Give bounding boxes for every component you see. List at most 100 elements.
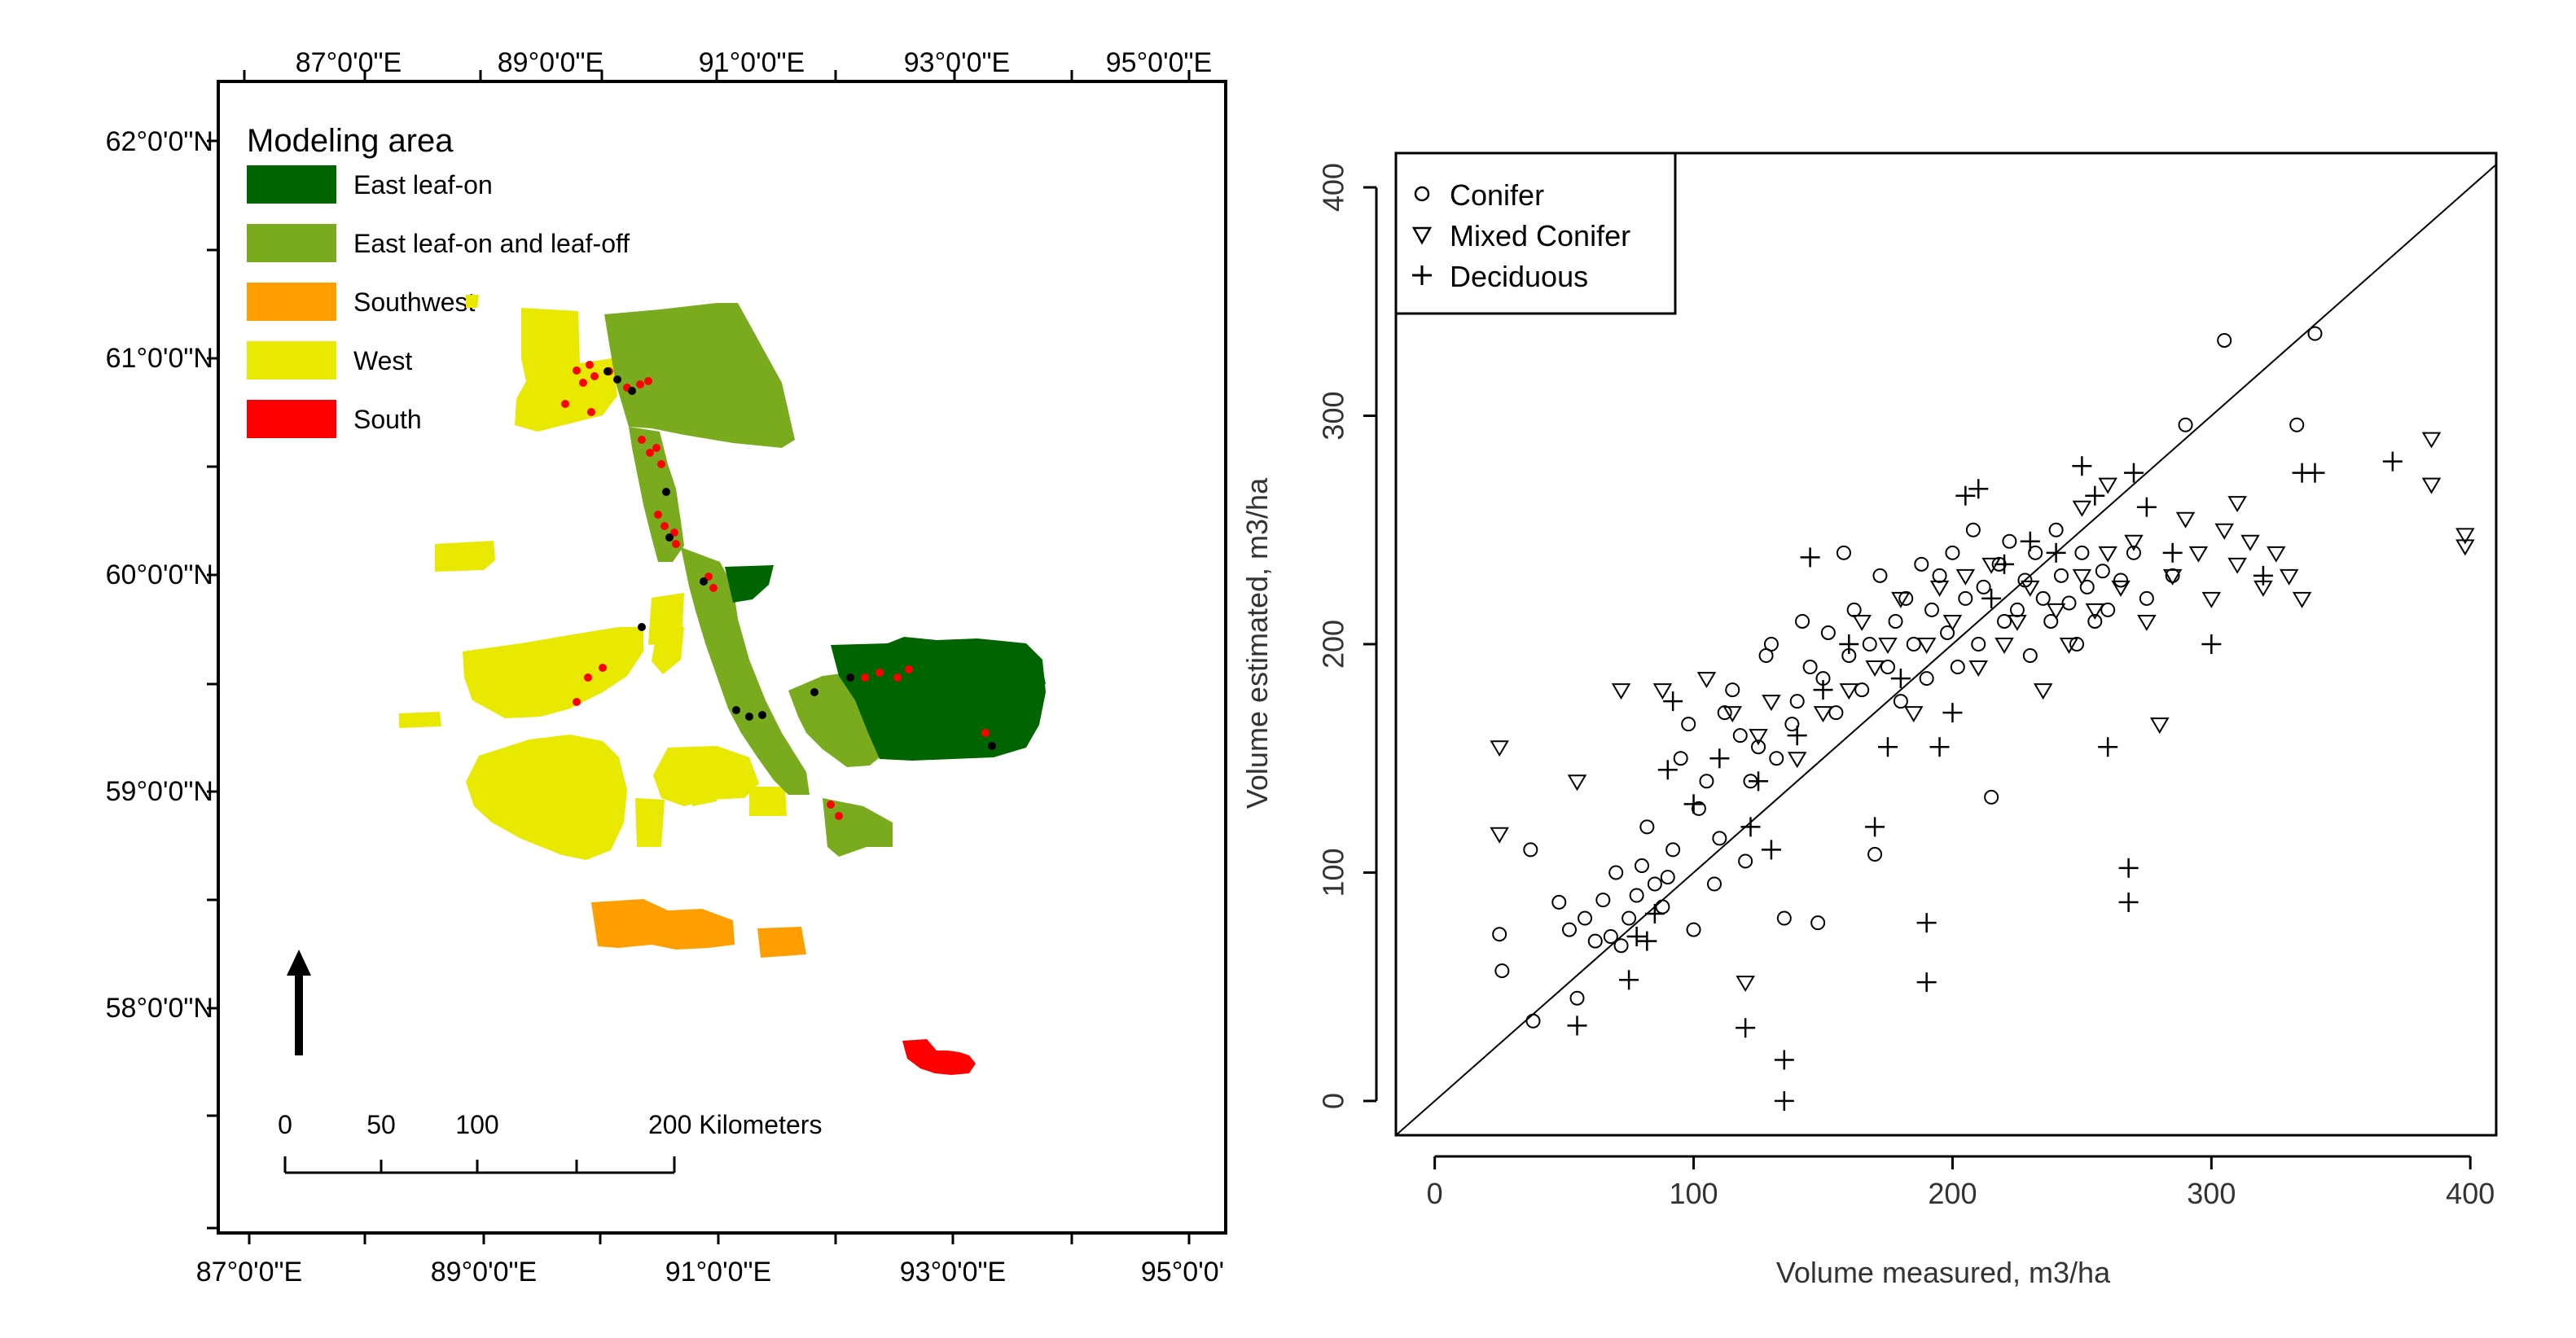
map-legend-title: Modeling area xyxy=(247,123,454,159)
point-conifer xyxy=(1950,660,1965,675)
north-arrow-icon xyxy=(287,950,311,1055)
point-deciduous xyxy=(2098,737,2118,757)
point-conifer xyxy=(1924,602,1940,617)
point-conifer xyxy=(1795,613,1810,629)
point-mixed-conifer xyxy=(2150,717,2170,735)
point-conifer xyxy=(2002,533,2017,549)
point-conifer xyxy=(1603,928,1618,944)
point-mixed-conifer xyxy=(2214,523,2234,540)
point-deciduous xyxy=(1657,760,1678,780)
point-mixed-conifer xyxy=(1762,695,1781,712)
point-mixed-conifer xyxy=(2240,534,2260,551)
point-conifer xyxy=(1647,876,1662,892)
point-mixed-conifer xyxy=(2046,603,2066,620)
map-bottom-ticks xyxy=(248,1233,1191,1244)
point-conifer xyxy=(1919,671,1934,687)
point-conifer xyxy=(1673,751,1688,766)
legend-swatch-west xyxy=(247,341,336,379)
point-mixed-conifer xyxy=(1916,638,1937,654)
point-mixed-conifer xyxy=(1749,729,1768,746)
point-deciduous xyxy=(2123,463,2144,483)
point-conifer xyxy=(2022,648,2038,664)
point-deciduous xyxy=(1749,771,1769,792)
point-mixed-conifer xyxy=(2085,603,2105,620)
point-conifer xyxy=(2053,568,2069,583)
point-conifer xyxy=(1769,751,1784,766)
point-deciduous xyxy=(2162,542,2183,563)
point-deciduous xyxy=(2305,463,2325,483)
scalebar-label: 0 xyxy=(278,1110,292,1139)
west-polygon xyxy=(466,735,627,860)
point-mixed-conifer xyxy=(2162,568,2183,586)
point-conifer xyxy=(1984,789,1999,805)
point-mixed-conifer xyxy=(2033,683,2053,700)
point-mixed-conifer xyxy=(2267,546,2286,563)
region-southwest xyxy=(591,899,806,958)
point-deciduous xyxy=(1774,1050,1794,1070)
x-tick-label: 400 xyxy=(2446,1177,2495,1210)
map-bottom-lon-label: 89°0'0"E xyxy=(431,1257,537,1288)
region-south xyxy=(902,1039,976,1075)
point-conifer xyxy=(2009,602,2025,617)
point-conifer xyxy=(1914,556,1929,572)
map-top-lon-label: 89°0'0"E xyxy=(498,47,603,78)
point-conifer xyxy=(1595,893,1611,908)
point-deciduous xyxy=(1955,485,1976,506)
map-lat-label: 61°0'0"N xyxy=(106,343,213,374)
point-conifer xyxy=(1997,613,2012,629)
legend-label-east-leaf-on-and-leaf-off: East leaf-on and leaf-off xyxy=(353,229,630,258)
point-conifer xyxy=(1561,922,1577,937)
west-polygon xyxy=(463,627,643,718)
point-mixed-conifer xyxy=(1942,614,1963,631)
y-axis: 0 100 200 300 400 xyxy=(1317,163,1378,1109)
point-conifer xyxy=(1784,717,1800,732)
point-deciduous xyxy=(1865,817,1885,837)
point-mixed-conifer xyxy=(1611,683,1631,700)
map-bottom-lon-label: 95°0'0' xyxy=(1141,1257,1224,1288)
point-deciduous xyxy=(2118,858,2139,878)
scalebar-label: 50 xyxy=(366,1110,396,1139)
point-conifer xyxy=(1492,927,1507,942)
west-polygon xyxy=(687,770,717,806)
west-polygon xyxy=(749,787,787,816)
east-leaf-off-polygon xyxy=(604,303,795,448)
point-deciduous xyxy=(1877,737,1898,757)
point-conifer xyxy=(1789,694,1805,709)
point-conifer xyxy=(1655,899,1670,915)
point-conifer xyxy=(2217,332,2232,348)
point-conifer xyxy=(1551,894,1567,910)
point-conifer xyxy=(2100,602,2116,617)
west-polygon xyxy=(466,295,479,308)
sample-plots-black xyxy=(603,367,996,750)
plot-frame xyxy=(1394,151,2498,1137)
point-deciduous xyxy=(1813,680,1833,700)
point-conifer xyxy=(1634,858,1649,874)
point-conifer xyxy=(1660,870,1675,885)
point-deciduous xyxy=(1774,1090,1794,1111)
point-mixed-conifer xyxy=(2124,534,2144,551)
east-leaf-on-polygon xyxy=(964,643,1046,691)
point-conifer xyxy=(2178,417,2193,432)
point-conifer xyxy=(2139,590,2154,606)
scalebar-label: 200 Kilometers xyxy=(648,1110,822,1139)
point-conifer xyxy=(1732,728,1748,744)
point-deciduous xyxy=(1968,479,1989,499)
point-conifer xyxy=(1738,853,1753,869)
point-mixed-conifer xyxy=(1955,568,1976,586)
point-mixed-conifer xyxy=(2098,477,2117,494)
point-deciduous xyxy=(1619,970,1639,990)
point-mixed-conifer xyxy=(1567,774,1587,792)
region-east-leaf-on xyxy=(725,565,1046,761)
x-tick-label: 300 xyxy=(2187,1177,2236,1210)
y-tick-label: 400 xyxy=(1317,163,1350,212)
point-conifer xyxy=(1699,774,1714,789)
map-legend: Modeling area East leaf-on East leaf-on … xyxy=(247,123,630,438)
map-lat-label: 60°0'0"N xyxy=(106,559,213,590)
point-conifer xyxy=(1569,990,1585,1006)
point-mixed-conifer xyxy=(2059,638,2079,654)
scalebar-label: 100 xyxy=(455,1110,498,1139)
point-conifer xyxy=(1828,705,1844,721)
point-mixed-conifer xyxy=(2008,614,2027,631)
point-deciduous xyxy=(1942,703,1963,723)
point-conifer xyxy=(1712,831,1727,846)
